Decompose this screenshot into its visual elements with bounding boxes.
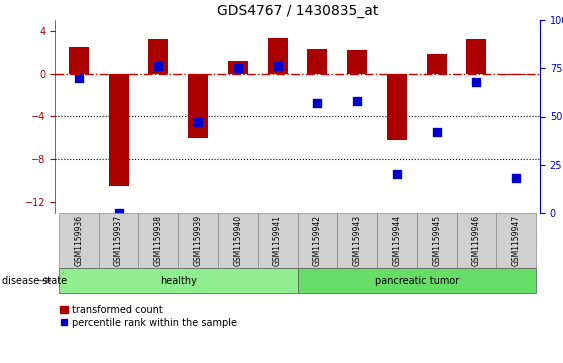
Bar xyxy=(59,268,297,293)
Bar xyxy=(457,213,496,268)
Bar xyxy=(149,39,168,74)
Text: disease state: disease state xyxy=(2,276,67,286)
Bar xyxy=(188,74,208,138)
Point xyxy=(74,75,83,81)
Point xyxy=(234,65,243,71)
Point xyxy=(472,79,481,85)
Text: GSM1159945: GSM1159945 xyxy=(432,215,441,266)
Point xyxy=(194,119,203,125)
Bar xyxy=(307,49,327,74)
Bar xyxy=(496,213,536,268)
Bar xyxy=(347,50,367,74)
Point xyxy=(352,98,361,104)
Text: GSM1159946: GSM1159946 xyxy=(472,215,481,266)
Bar xyxy=(297,213,337,268)
Bar xyxy=(267,38,288,74)
Point xyxy=(114,210,123,216)
Bar xyxy=(297,268,536,293)
Bar xyxy=(69,47,89,74)
Text: GSM1159944: GSM1159944 xyxy=(392,215,401,266)
Bar xyxy=(138,213,178,268)
Text: healthy: healthy xyxy=(160,276,196,286)
Text: pancreatic tumor: pancreatic tumor xyxy=(374,276,459,286)
Point xyxy=(512,175,521,181)
Bar xyxy=(427,54,446,74)
Text: GSM1159942: GSM1159942 xyxy=(313,215,322,266)
Title: GDS4767 / 1430835_at: GDS4767 / 1430835_at xyxy=(217,4,378,17)
Legend: transformed count, percentile rank within the sample: transformed count, percentile rank withi… xyxy=(60,305,238,328)
Bar xyxy=(178,213,218,268)
Bar xyxy=(228,61,248,74)
Bar xyxy=(377,213,417,268)
Point xyxy=(154,64,163,69)
Point xyxy=(392,171,401,177)
Bar xyxy=(59,213,99,268)
Text: GSM1159936: GSM1159936 xyxy=(74,215,83,266)
Text: GSM1159940: GSM1159940 xyxy=(234,215,242,266)
Bar xyxy=(467,39,486,74)
Text: GSM1159938: GSM1159938 xyxy=(154,215,163,266)
Text: GSM1159947: GSM1159947 xyxy=(512,215,521,266)
Bar xyxy=(337,213,377,268)
Bar xyxy=(506,74,526,75)
Bar xyxy=(417,213,457,268)
Point xyxy=(313,100,322,106)
Text: GSM1159939: GSM1159939 xyxy=(194,215,203,266)
Bar xyxy=(387,74,407,140)
Point xyxy=(432,129,441,135)
Text: GSM1159937: GSM1159937 xyxy=(114,215,123,266)
Bar xyxy=(218,213,258,268)
Bar xyxy=(109,74,128,186)
Text: GSM1159943: GSM1159943 xyxy=(352,215,361,266)
Point xyxy=(273,64,282,69)
Text: GSM1159941: GSM1159941 xyxy=(273,215,282,266)
Bar xyxy=(99,213,138,268)
Bar xyxy=(258,213,297,268)
